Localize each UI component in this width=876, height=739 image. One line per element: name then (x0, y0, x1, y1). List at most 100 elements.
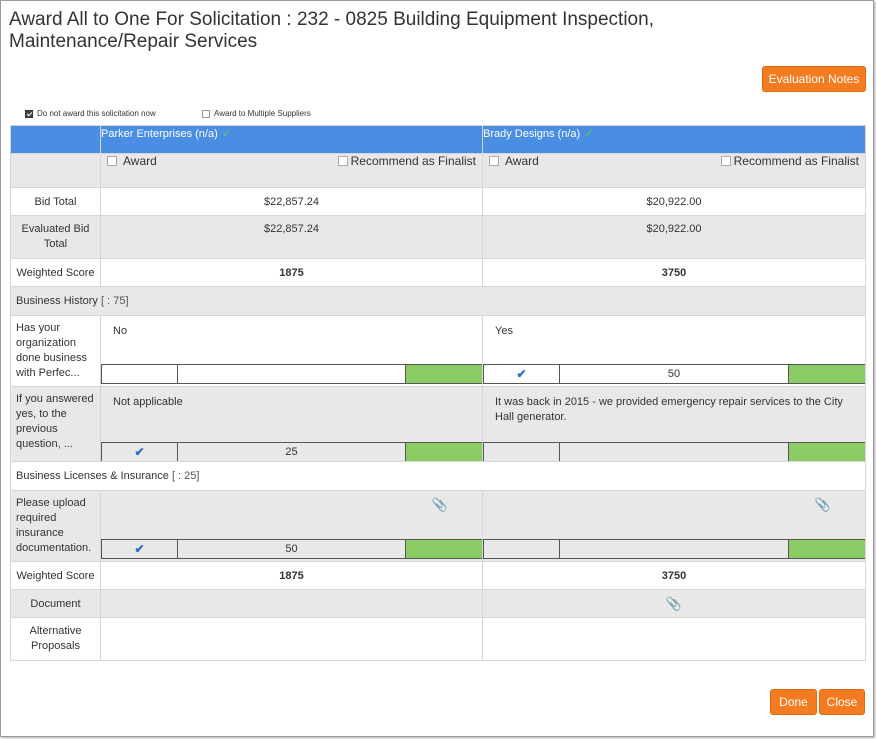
answer-text: No (113, 325, 128, 337)
paperclip-icon[interactable]: 📎 (431, 497, 448, 512)
supplier-name[interactable]: Brady Designs (n/a) (483, 128, 581, 140)
score-indicator (406, 443, 482, 461)
alternative-proposals-row: Alternative Proposals (10, 617, 866, 661)
bid-total-value: $22,857.24 (100, 187, 483, 216)
finalist-checkbox[interactable] (337, 156, 348, 166)
question-label: Has your organization done business with… (10, 315, 101, 387)
score-bar[interactable]: ✔ 50 (101, 539, 483, 559)
score-value[interactable] (560, 540, 789, 558)
document-cell: 📎 (482, 589, 866, 618)
weighted-score-value: 1875 (100, 258, 483, 287)
evaluation-notes-button[interactable]: Evaluation Notes (762, 66, 866, 92)
alternative-proposals-cell (482, 617, 866, 661)
score-check-cell[interactable]: ✔ (484, 365, 560, 383)
score-value[interactable]: 50 (560, 365, 789, 383)
dialog-title: Award All to One For Solicitation : 232 … (9, 9, 654, 52)
answer-cell: It was back in 2015 - we provided emerge… (482, 386, 866, 462)
score-bar[interactable] (483, 442, 866, 462)
answer-cell: Yes ✔ 50 (482, 315, 866, 387)
section-weight: [ : 25] (171, 470, 200, 482)
multiple-suppliers-option[interactable]: Award to Multiple Suppliers (202, 109, 311, 118)
evaluated-bid-total-row: Evaluated Bid Total $22,857.24 $20,922.0… (10, 215, 866, 259)
score-value[interactable] (560, 443, 789, 461)
alternative-proposals-label: Alternative Proposals (10, 617, 101, 661)
check-icon: ✓ (221, 126, 232, 140)
do-not-award-checkbox[interactable] (25, 109, 33, 118)
award-option-parker[interactable]: Award (107, 154, 157, 168)
score-check-cell[interactable]: ✔ (102, 540, 178, 558)
paperclip-icon[interactable]: 📎 (814, 497, 831, 512)
weighted-score-label: Weighted Score (10, 561, 101, 590)
check-icon: ✓ (584, 126, 595, 140)
weighted-score-row-bottom: Weighted Score 1875 3750 (10, 561, 866, 590)
answer-cell: 📎 ✔ 50 (100, 490, 483, 562)
score-value[interactable]: 25 (178, 443, 406, 461)
award-label: Award (123, 154, 157, 168)
section-title: Business Licenses & Insurance (16, 470, 169, 482)
document-row: Document 📎 (10, 589, 866, 618)
evaluated-bid-total-value: $22,857.24 (100, 215, 483, 259)
header-corner (10, 125, 101, 154)
award-row-label (10, 153, 101, 188)
weighted-score-row: Weighted Score 1875 3750 (10, 258, 866, 287)
bid-total-row: Bid Total $22,857.24 $20,922.00 (10, 187, 866, 216)
question-row: If you answered yes, to the previous que… (10, 386, 866, 462)
supplier-header-brady[interactable]: Brady Designs (n/a) ✓ (482, 125, 866, 154)
score-check-cell[interactable]: ✔ (102, 443, 178, 461)
finalist-option-parker[interactable]: Recommend as Finalist (337, 154, 476, 168)
finalist-label: Recommend as Finalist (350, 154, 476, 168)
score-bar[interactable]: ✔ 25 (101, 442, 483, 462)
award-row: Award Recommend as Finalist Award Recomm… (10, 153, 866, 188)
supplier-header-row: Parker Enterprises (n/a) ✓ Brady Designs … (10, 125, 866, 154)
answer-cell: 📎 (482, 490, 866, 562)
score-check-cell[interactable] (484, 540, 560, 558)
supplier-header-parker[interactable]: Parker Enterprises (n/a) ✓ (100, 125, 483, 154)
supplier-name[interactable]: Parker Enterprises (n/a) (101, 128, 218, 140)
section-title: Business History (16, 295, 98, 307)
evaluated-bid-total-value: $20,922.00 (482, 215, 866, 259)
question-label: If you answered yes, to the previous que… (10, 386, 101, 462)
award-checkbox[interactable] (107, 156, 117, 166)
question-row: Please upload required insurance documen… (10, 490, 866, 562)
bid-total-value: $20,922.00 (482, 187, 866, 216)
score-check-cell[interactable] (484, 443, 560, 461)
close-button[interactable]: Close (819, 689, 865, 715)
score-check-icon[interactable]: ✔ (133, 542, 145, 556)
done-button[interactable]: Done (770, 689, 817, 715)
paperclip-icon[interactable]: 📎 (665, 595, 683, 611)
score-bar[interactable]: ✔ 50 (483, 364, 866, 384)
score-bar[interactable] (483, 539, 866, 559)
answer-text: Yes (495, 325, 513, 337)
score-indicator (406, 540, 482, 558)
score-value[interactable]: 50 (178, 540, 406, 558)
score-indicator (789, 365, 865, 383)
alternative-proposals-cell (100, 617, 483, 661)
document-cell (100, 589, 483, 618)
do-not-award-label: Do not award this solicitation now (37, 109, 156, 118)
weighted-score-value: 3750 (482, 258, 866, 287)
document-label: Document (10, 589, 101, 618)
award-option-brady[interactable]: Award (489, 154, 539, 168)
score-bar[interactable] (101, 364, 483, 384)
answer-text: Not applicable (113, 396, 183, 408)
finalist-option-brady[interactable]: Recommend as Finalist (720, 154, 859, 168)
evaluated-bid-total-label: Evaluated Bid Total (10, 215, 101, 259)
score-check-icon[interactable]: ✔ (515, 367, 527, 381)
comparison-table: Parker Enterprises (n/a) ✓ Brady Designs … (10, 125, 866, 661)
question-row: Has your organization done business with… (10, 315, 866, 387)
score-check-cell[interactable] (102, 365, 178, 383)
score-check-icon[interactable]: ✔ (133, 445, 145, 459)
score-indicator (406, 365, 482, 383)
award-checkbox[interactable] (489, 156, 499, 166)
finalist-checkbox[interactable] (720, 156, 731, 166)
do-not-award-option[interactable]: Do not award this solicitation now (25, 109, 156, 118)
answer-cell: Not applicable ✔ 25 (100, 386, 483, 462)
score-value[interactable] (178, 365, 406, 383)
multiple-suppliers-checkbox[interactable] (202, 109, 210, 118)
award-label: Award (505, 154, 539, 168)
weighted-score-value: 3750 (482, 561, 866, 590)
bid-total-label: Bid Total (10, 187, 101, 216)
score-indicator (789, 443, 865, 461)
multiple-suppliers-label: Award to Multiple Suppliers (214, 109, 311, 118)
